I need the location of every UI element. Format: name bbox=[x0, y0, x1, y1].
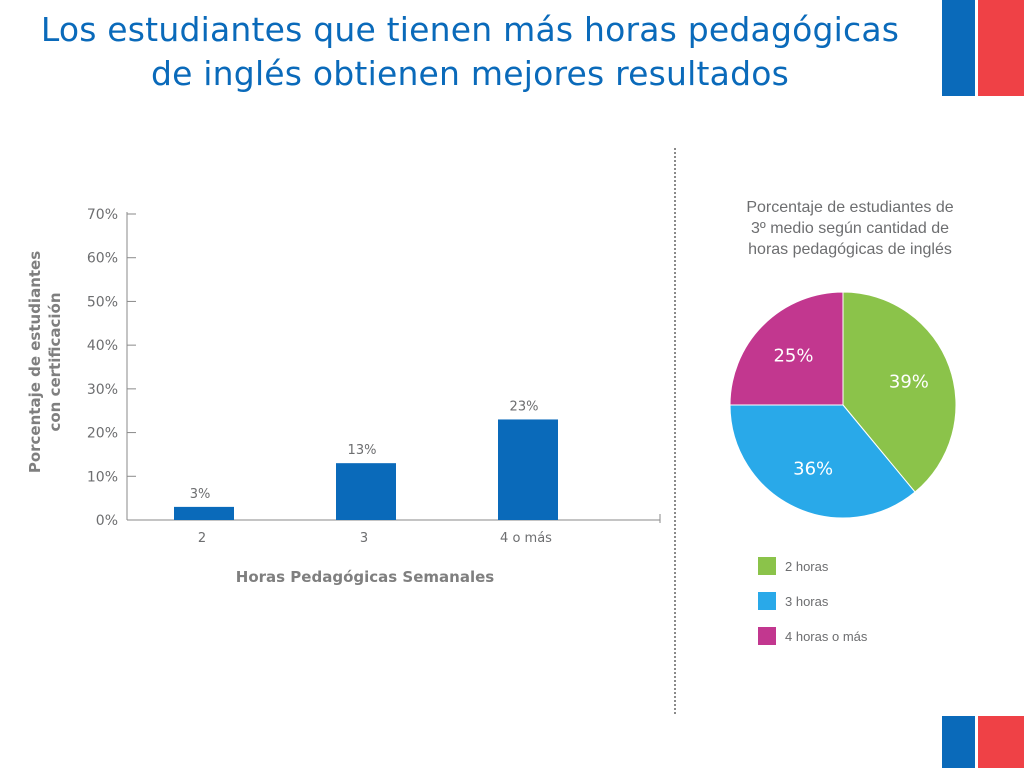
y-axis-title-line1: Porcentaje de estudiantes bbox=[26, 251, 44, 473]
legend-item: 3 horas bbox=[758, 591, 867, 611]
legend-item: 4 horas o más bbox=[758, 626, 867, 646]
bar-data-label: 13% bbox=[348, 443, 377, 458]
bar-chart: Porcentaje de estudiantes con certificac… bbox=[26, 207, 661, 586]
y-tick-label: 50% bbox=[87, 294, 118, 310]
x-tick-label: 2 bbox=[198, 531, 206, 546]
y-tick-label: 60% bbox=[87, 251, 118, 267]
pie-title-line3: horas pedagógicas de inglés bbox=[748, 241, 952, 258]
bar-data-label: 3% bbox=[190, 487, 211, 502]
pie-title: Porcentaje de estudiantes de 3º medio se… bbox=[730, 197, 970, 260]
bar bbox=[174, 506, 234, 520]
x-tick-label: 3 bbox=[360, 531, 368, 546]
brand-flag-top bbox=[942, 0, 1024, 96]
legend-label: 2 horas bbox=[785, 558, 829, 574]
pie-slice-label: 39% bbox=[889, 371, 929, 392]
y-axis-title: Porcentaje de estudiantes con certificac… bbox=[26, 251, 64, 473]
y-tick-label: 70% bbox=[87, 207, 118, 223]
pie-slice bbox=[729, 404, 916, 519]
y-axis-title-line2: con certificación bbox=[46, 292, 64, 431]
pie-slice-label: 25% bbox=[773, 345, 813, 366]
slide-title-line2: de inglés obtienen mejores resultados bbox=[150, 54, 790, 93]
pie-slice bbox=[842, 291, 957, 493]
bars: 3% 2 13% 3 23% 4 o más bbox=[174, 399, 558, 546]
pie-legend: 2 horas 3 horas 4 horas o más bbox=[758, 556, 867, 661]
x-tick-label: 4 o más bbox=[500, 531, 552, 546]
bar bbox=[336, 463, 396, 520]
y-tick-label: 20% bbox=[87, 426, 118, 442]
legend-swatch bbox=[758, 627, 776, 645]
bar bbox=[498, 419, 558, 520]
slide-title: Los estudiantes que tienen más horas ped… bbox=[0, 8, 940, 96]
legend-swatch bbox=[758, 592, 776, 610]
y-axis: 0% 10% 20% 30% 40% 50% 60% 70% bbox=[87, 207, 661, 529]
legend-label: 4 horas o más bbox=[785, 628, 868, 644]
pie-title-line2: 3º medio según cantidad de bbox=[751, 220, 949, 237]
legend-label: 3 horas bbox=[785, 593, 829, 609]
legend-swatch bbox=[758, 557, 776, 575]
y-tick-label: 10% bbox=[87, 469, 118, 485]
y-tick-label: 40% bbox=[87, 338, 118, 354]
dotted-divider bbox=[674, 148, 676, 714]
legend-item: 2 horas bbox=[758, 556, 867, 576]
pie-chart: 39% 36% 25% bbox=[729, 291, 957, 519]
pie-slice-label: 36% bbox=[793, 458, 833, 479]
y-tick-label: 30% bbox=[87, 382, 118, 398]
pie-title-line1: Porcentaje de estudiantes de bbox=[746, 199, 954, 216]
brand-flag-bottom bbox=[942, 716, 1024, 768]
y-tick-label: 0% bbox=[96, 513, 118, 529]
bar-data-label: 23% bbox=[510, 399, 539, 414]
slide-title-line1: Los estudiantes que tienen más horas ped… bbox=[40, 10, 900, 49]
pie-slice bbox=[729, 291, 844, 406]
x-axis-title: Horas Pedagógicas Semanales bbox=[236, 568, 494, 586]
